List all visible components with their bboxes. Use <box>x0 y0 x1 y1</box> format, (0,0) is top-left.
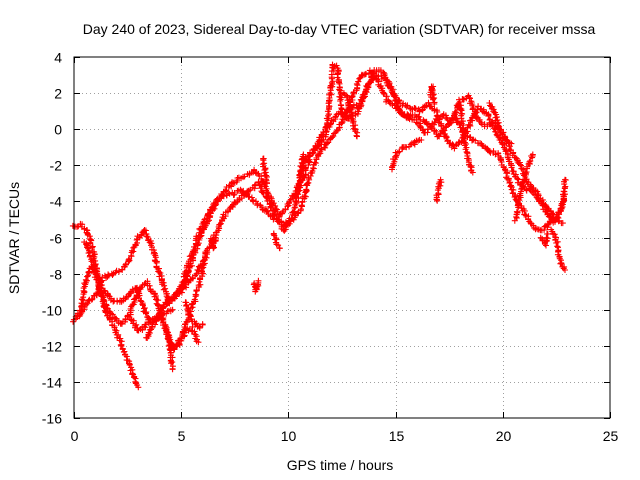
series-segment-c <box>156 314 176 373</box>
y-tick-label: -12 <box>42 339 62 355</box>
x-tick-label: 15 <box>389 428 405 444</box>
series-segment-m <box>548 226 568 273</box>
data-points-segment-g <box>270 230 283 252</box>
series-segment-e <box>250 277 262 295</box>
series-segment-a <box>126 306 176 334</box>
x-tick-label: 20 <box>496 428 512 444</box>
data-points-segment-h <box>291 151 307 200</box>
series-segment-i <box>389 136 425 173</box>
y-tick-label: -16 <box>42 411 62 427</box>
data-points-segment-j <box>433 176 445 204</box>
data-points-segment-a <box>126 306 176 334</box>
data-points-segment-o <box>537 230 551 249</box>
data-points-segment-e <box>250 277 262 295</box>
y-tick-label: -14 <box>42 375 62 391</box>
series-segment-n <box>511 151 536 224</box>
data-points-segment-n <box>511 151 536 224</box>
y-axis-label: SDTVAR / TECUs <box>6 182 22 294</box>
y-tick-label: -4 <box>50 194 63 210</box>
y-tick-label: 4 <box>54 50 62 66</box>
x-tick-label: 25 <box>603 428 619 444</box>
series-track-3 <box>74 67 569 320</box>
data-points-segment-m <box>548 226 568 273</box>
series-segment-r <box>340 90 361 140</box>
x-tick-label: 10 <box>281 428 297 444</box>
data-points-segment-c <box>156 314 176 373</box>
series-segment-f <box>259 155 270 187</box>
x-tick-label: 5 <box>178 428 186 444</box>
ticks-layer: -16 -14 -12 -10 -8 -6 -4 -2 0 2 4 0 5 10 15 20 25 <box>42 50 619 445</box>
series-segment-d <box>182 299 206 331</box>
y-tick-label: -6 <box>50 231 63 247</box>
plot-frame <box>73 56 611 419</box>
data-points-track-5 <box>81 61 566 325</box>
series-segment-l <box>427 83 438 107</box>
series-segment-q <box>207 234 219 252</box>
y-tick-label: -8 <box>50 267 63 283</box>
series-track-5 <box>81 61 566 325</box>
x-tick-label: 0 <box>71 428 79 444</box>
data-points-segment-d <box>182 299 206 331</box>
series-segment-g <box>270 230 283 252</box>
data-points-segment-i <box>389 136 425 173</box>
y-tick-label: -10 <box>42 303 62 319</box>
y-tick-label: -2 <box>50 158 63 174</box>
data-points-segment-p <box>486 100 515 147</box>
series-segment-j <box>433 176 445 204</box>
grid-layer <box>74 57 610 418</box>
chart-title: Day 240 of 2023, Sidereal Day-to-day VTE… <box>83 21 596 37</box>
data-points-segment-k <box>456 102 476 176</box>
data-points-segment-f <box>259 155 270 187</box>
y-tick-label: 2 <box>54 86 62 102</box>
series-segment-h <box>291 151 307 200</box>
series-segment-p <box>486 100 515 147</box>
points-layer <box>69 61 569 391</box>
data-points-track-3 <box>74 67 569 320</box>
series-segment-k <box>456 102 476 176</box>
y-tick-label: 0 <box>54 122 62 138</box>
data-points-segment-q <box>207 234 219 252</box>
data-points-segment-r <box>340 90 361 140</box>
series-segment-o <box>537 230 551 249</box>
x-axis-label: GPS time / hours <box>287 457 394 473</box>
data-points-segment-l <box>427 83 438 107</box>
